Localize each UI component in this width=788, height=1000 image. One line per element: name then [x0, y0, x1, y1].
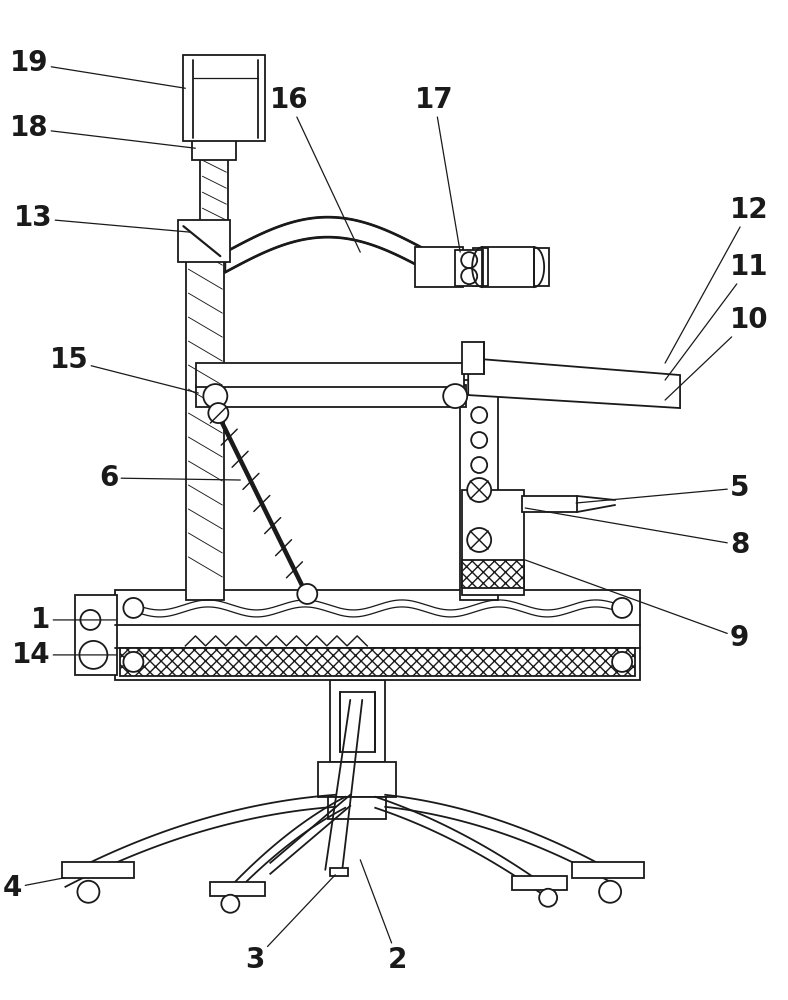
Polygon shape [468, 358, 680, 408]
Bar [196, 385, 466, 407]
Text: 8: 8 [525, 508, 749, 559]
Circle shape [80, 641, 107, 669]
Text: 14: 14 [12, 641, 117, 669]
Bar [210, 882, 266, 896]
Bar [463, 342, 484, 374]
Bar [200, 155, 229, 247]
Bar [76, 595, 117, 675]
Circle shape [612, 652, 632, 672]
Circle shape [467, 478, 491, 502]
Bar [534, 248, 549, 286]
Text: 19: 19 [10, 49, 185, 88]
Bar [340, 692, 375, 752]
Bar [463, 490, 524, 595]
Circle shape [80, 610, 100, 630]
Bar [572, 862, 644, 878]
Circle shape [471, 432, 487, 448]
Circle shape [461, 268, 478, 284]
Bar [473, 248, 489, 286]
Bar [115, 590, 640, 680]
Bar [178, 220, 230, 262]
Circle shape [471, 457, 487, 473]
Text: 9: 9 [525, 560, 749, 652]
Bar [512, 876, 567, 890]
Text: 3: 3 [245, 875, 335, 974]
Bar [192, 138, 236, 160]
Circle shape [203, 384, 227, 408]
Circle shape [208, 403, 229, 423]
Bar [329, 797, 386, 819]
Bar [455, 250, 483, 286]
Circle shape [297, 584, 318, 604]
Circle shape [124, 598, 143, 618]
Text: 18: 18 [9, 114, 195, 148]
Circle shape [467, 528, 491, 552]
Text: 13: 13 [14, 204, 191, 232]
Polygon shape [225, 217, 430, 272]
Circle shape [471, 407, 487, 423]
Bar [186, 240, 225, 600]
Text: 6: 6 [99, 464, 240, 492]
Text: 10: 10 [665, 306, 768, 400]
Bar [121, 648, 635, 676]
Circle shape [443, 384, 467, 408]
Circle shape [599, 881, 621, 903]
Bar [184, 55, 266, 141]
Text: 16: 16 [269, 86, 360, 252]
Text: 11: 11 [665, 253, 768, 380]
Circle shape [124, 652, 143, 672]
Circle shape [461, 252, 478, 268]
Bar [522, 496, 577, 512]
Text: 2: 2 [360, 860, 407, 974]
Bar [463, 560, 524, 588]
Text: 17: 17 [415, 86, 460, 252]
Bar [62, 862, 135, 878]
Bar [330, 868, 348, 876]
Bar [482, 247, 534, 287]
Text: 15: 15 [50, 346, 199, 393]
Circle shape [77, 881, 99, 903]
Bar [330, 680, 385, 762]
Circle shape [221, 895, 240, 913]
Bar [415, 247, 463, 287]
Bar [318, 762, 396, 797]
Text: 5: 5 [576, 474, 749, 503]
Circle shape [612, 598, 632, 618]
Text: 12: 12 [665, 196, 768, 363]
Text: 1: 1 [32, 606, 117, 634]
Bar [460, 380, 498, 600]
Bar [196, 363, 464, 387]
Circle shape [539, 889, 557, 907]
Text: 4: 4 [3, 874, 65, 902]
